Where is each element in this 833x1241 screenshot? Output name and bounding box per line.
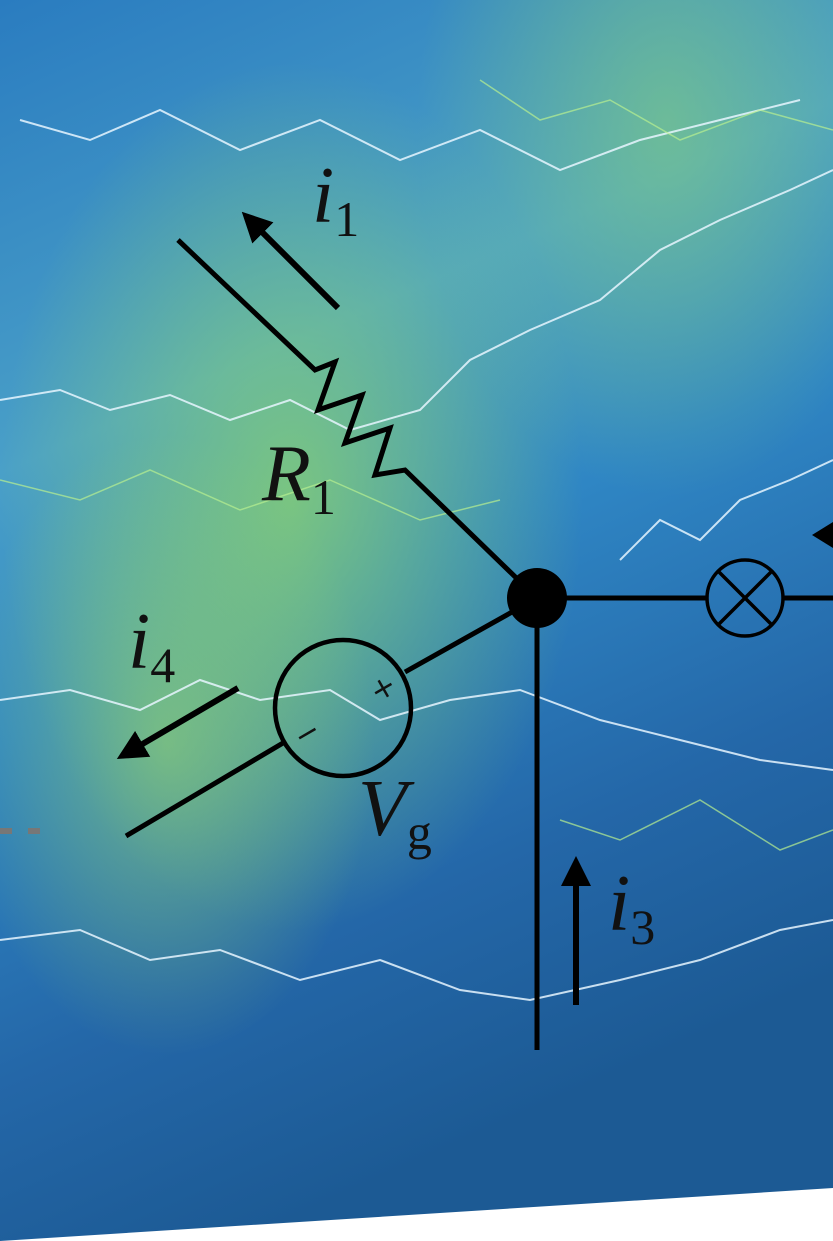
label-subscript: 3 bbox=[630, 899, 655, 955]
label-subscript: 4 bbox=[150, 637, 175, 693]
label-symbol: i bbox=[312, 152, 334, 240]
page: + − i1 R1 i4 Vg i3 (() => { const data =… bbox=[0, 0, 833, 1241]
label-subscript: 1 bbox=[334, 191, 359, 247]
label-subscript: g bbox=[407, 804, 432, 860]
node bbox=[507, 568, 567, 628]
label-symbol: i bbox=[608, 860, 630, 948]
label-symbol: R bbox=[261, 430, 311, 518]
dash bbox=[28, 828, 40, 834]
diagram: + − i1 R1 i4 Vg i3 bbox=[0, 0, 833, 1241]
background bbox=[0, 0, 833, 1241]
dash bbox=[0, 828, 12, 834]
label-subscript: 1 bbox=[311, 469, 336, 525]
label-symbol: i bbox=[128, 598, 150, 686]
